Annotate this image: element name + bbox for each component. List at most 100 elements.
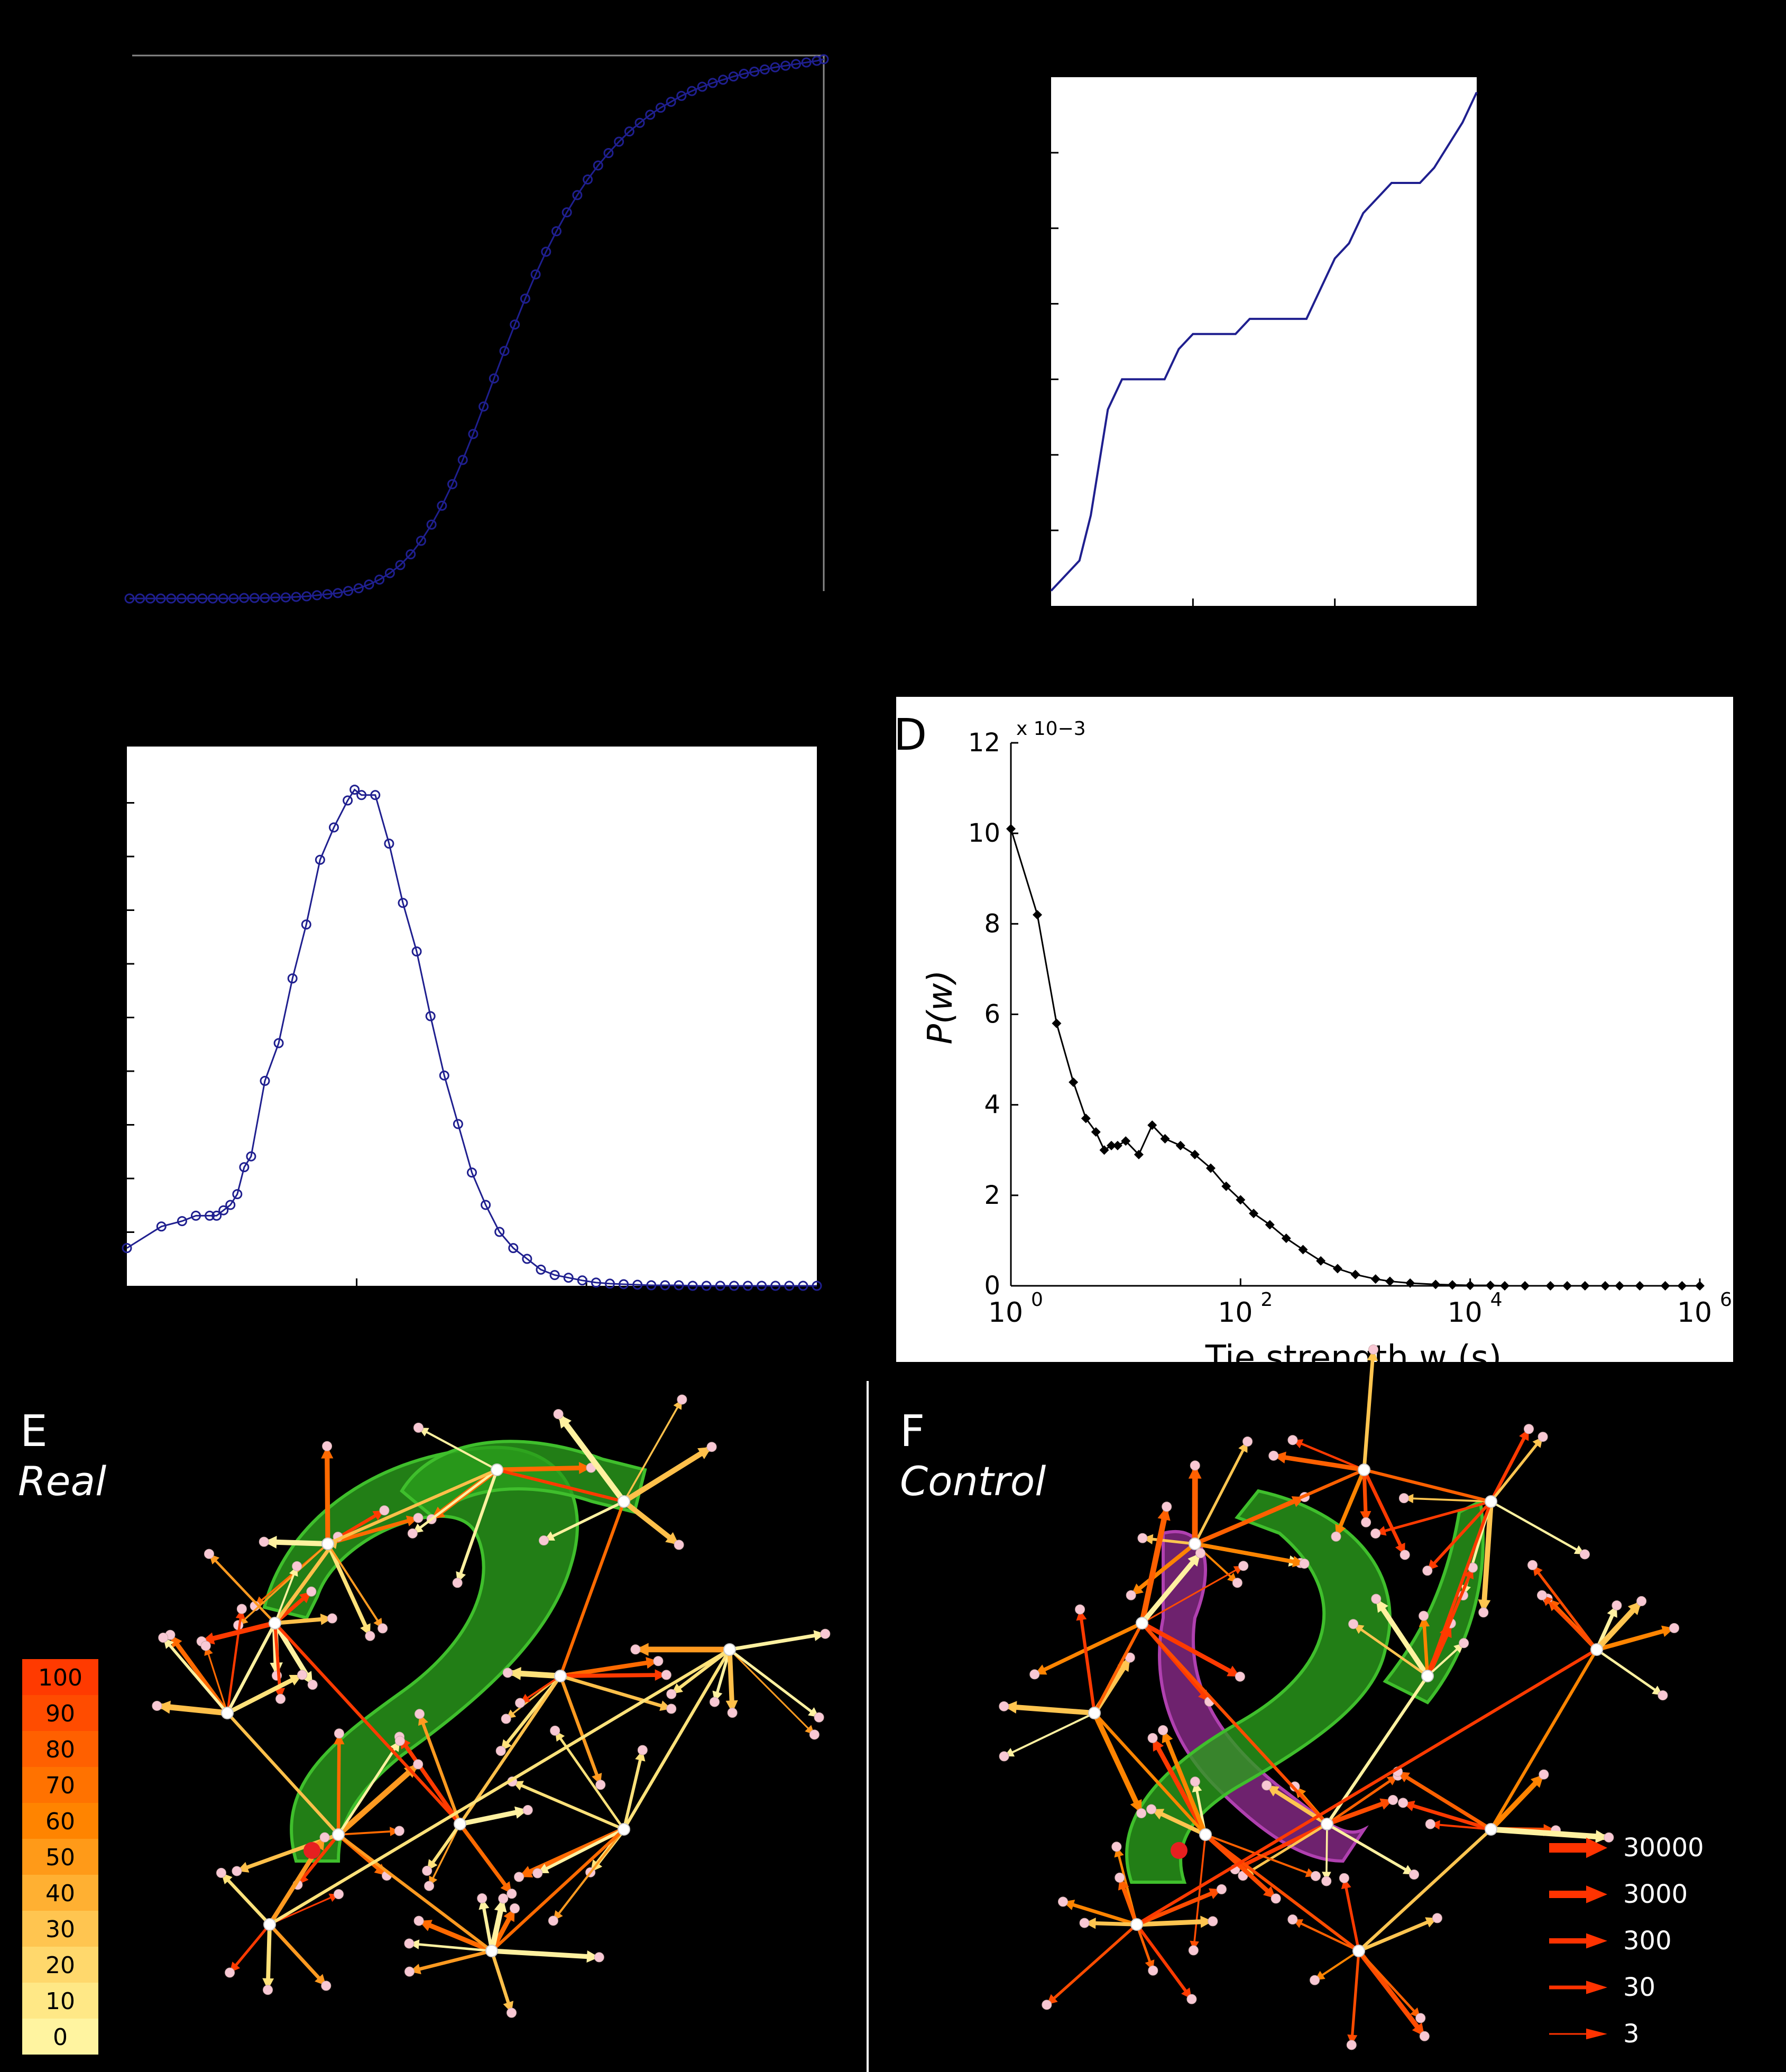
panel-d-data-point bbox=[1281, 1233, 1291, 1244]
network-edge bbox=[622, 1649, 731, 1830]
network-node bbox=[204, 1549, 214, 1559]
panel-a-data-point bbox=[364, 579, 374, 590]
network-edge bbox=[338, 1830, 400, 1836]
network-node bbox=[1242, 1436, 1253, 1447]
network-edge bbox=[1326, 1822, 1415, 1876]
network-node bbox=[1271, 1893, 1281, 1904]
network-edge bbox=[1292, 1918, 1359, 1952]
panel-a-data-point bbox=[249, 593, 260, 603]
panel-a-data-point bbox=[655, 103, 666, 113]
panel-d-x-tick-exponent: 4 bbox=[1490, 1289, 1503, 1311]
network-edge bbox=[490, 1950, 513, 2013]
panel-d-data-point bbox=[1316, 1256, 1326, 1266]
network-node bbox=[394, 1736, 405, 1746]
network-node bbox=[501, 1714, 511, 1724]
network-edge bbox=[1161, 1729, 1208, 1836]
panel-d-y-tick-label: 10 bbox=[968, 818, 1000, 848]
panel-d-y-multiplier: x 10−3 bbox=[1016, 718, 1086, 740]
network-edge bbox=[1078, 1609, 1096, 1714]
network-node bbox=[1190, 1776, 1200, 1787]
network-edge bbox=[1375, 1500, 1492, 1535]
panel-d-data-point bbox=[1370, 1274, 1380, 1284]
network-node bbox=[407, 1528, 418, 1539]
color-scale-label: 90 bbox=[45, 1700, 75, 1727]
panel-c-data-point bbox=[577, 1275, 587, 1286]
panel-d-data-point bbox=[1545, 1281, 1555, 1291]
network-node bbox=[1432, 1913, 1442, 1923]
panel-c-data-point bbox=[743, 1281, 753, 1291]
panel-d-data-point bbox=[1385, 1276, 1395, 1286]
network-node bbox=[1409, 1870, 1420, 1880]
network-edge bbox=[1135, 1923, 1193, 2000]
network-node bbox=[1188, 1945, 1199, 1956]
color-scale-swatch bbox=[22, 2019, 98, 2055]
network-edge bbox=[1326, 1774, 1399, 1826]
network-node bbox=[1287, 1435, 1298, 1445]
network-edge bbox=[560, 1673, 667, 1678]
panel-a-data-point bbox=[197, 593, 208, 604]
network-node bbox=[674, 1540, 684, 1550]
network-node bbox=[495, 1746, 506, 1756]
network-hub-node bbox=[618, 1495, 630, 1508]
panel-c-data-point bbox=[646, 1280, 657, 1291]
network-node bbox=[539, 1535, 549, 1546]
color-scale-label: 30 bbox=[45, 1916, 75, 1943]
network-node bbox=[297, 1670, 308, 1680]
network-hub-node bbox=[485, 1945, 498, 1957]
network-node bbox=[216, 1867, 226, 1878]
network-node bbox=[378, 1623, 388, 1634]
network-hub-node bbox=[221, 1707, 234, 1719]
panel-c-data-point bbox=[549, 1270, 560, 1281]
panel-c-data-point bbox=[494, 1227, 505, 1237]
network-edge bbox=[1396, 1770, 1492, 1831]
panel-d-y-tick-label: 0 bbox=[984, 1271, 1000, 1301]
network-node bbox=[415, 1709, 425, 1719]
panel-d-data-point bbox=[1236, 1195, 1246, 1205]
panel-d-x-tick-label: 10 bbox=[1677, 1297, 1712, 1329]
network-edge bbox=[1140, 1621, 1241, 1679]
panel-d-data-point bbox=[1112, 1140, 1122, 1150]
panel-d-data-point bbox=[1160, 1134, 1170, 1144]
network-edge-arrowhead bbox=[1478, 1599, 1491, 1613]
panel-a-data-point bbox=[818, 54, 829, 65]
network-edge bbox=[729, 1632, 826, 1652]
network-node bbox=[292, 1561, 302, 1571]
panel-a-data-point bbox=[790, 59, 801, 69]
network-node bbox=[1524, 1424, 1534, 1434]
network-node bbox=[200, 1641, 211, 1651]
panel-a-data-point bbox=[291, 592, 301, 602]
panel-d-data-point bbox=[1121, 1136, 1131, 1146]
panel-a-data-point bbox=[707, 78, 718, 88]
panel-c-data-point bbox=[232, 1189, 243, 1200]
panel-a-data-point bbox=[395, 560, 406, 570]
panel-d-data-point bbox=[1485, 1281, 1495, 1291]
network-edge bbox=[623, 1399, 683, 1502]
network-edge bbox=[1194, 1468, 1365, 1545]
network-edge bbox=[1194, 1542, 1305, 1566]
panel-d-data-point bbox=[1069, 1077, 1079, 1087]
network-hub-node bbox=[263, 1918, 276, 1931]
network-node bbox=[1636, 1596, 1647, 1606]
network-node bbox=[653, 1656, 664, 1666]
network-edge bbox=[1140, 1551, 1203, 1625]
panel-a-data-point bbox=[260, 593, 270, 603]
network-node bbox=[452, 1578, 463, 1588]
network-node bbox=[1208, 1916, 1218, 1927]
network-edge bbox=[1234, 1822, 1328, 1872]
network-edge-arrowhead bbox=[262, 1978, 274, 1990]
network-edge bbox=[327, 1543, 384, 1629]
panel-a-data-point bbox=[176, 593, 187, 604]
color-scale-label: 40 bbox=[45, 1880, 75, 1907]
network-edge bbox=[559, 1675, 602, 1785]
network-edge bbox=[1136, 1919, 1213, 1927]
color-scale-label: 50 bbox=[45, 1844, 75, 1871]
network-node bbox=[1536, 1590, 1547, 1600]
panel-a-data-point bbox=[426, 519, 437, 530]
color-scale-label: 60 bbox=[45, 1808, 75, 1835]
network-edge bbox=[273, 1622, 462, 1826]
network-node bbox=[1415, 2013, 1426, 2023]
network-edge bbox=[1374, 1597, 1430, 1678]
panel-a-data-point bbox=[135, 593, 145, 604]
network-node bbox=[1310, 1975, 1320, 1985]
